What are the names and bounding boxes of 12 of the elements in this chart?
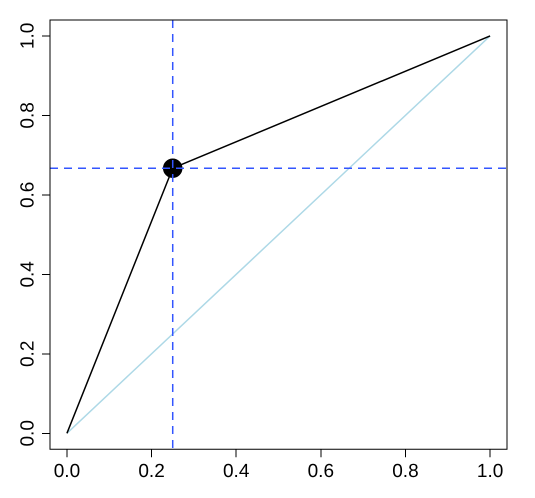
y-tick-label: 0.2 <box>18 340 39 368</box>
y-tick-label: 0.8 <box>18 102 39 129</box>
x-tick-label: 1.0 <box>476 460 504 482</box>
x-tick-label: 0.4 <box>222 460 250 482</box>
y-tick-label: 0.0 <box>18 420 39 447</box>
x-tick-label: 0.6 <box>308 460 334 482</box>
x-tick-label: 0.0 <box>54 460 80 482</box>
y-tick-label: 0.6 <box>18 182 39 208</box>
y-tick-label: 0.4 <box>18 260 39 288</box>
x-tick-label: 0.8 <box>392 460 419 482</box>
y-tick-label: 1.0 <box>18 22 39 50</box>
x-tick-label: 0.2 <box>138 460 165 482</box>
